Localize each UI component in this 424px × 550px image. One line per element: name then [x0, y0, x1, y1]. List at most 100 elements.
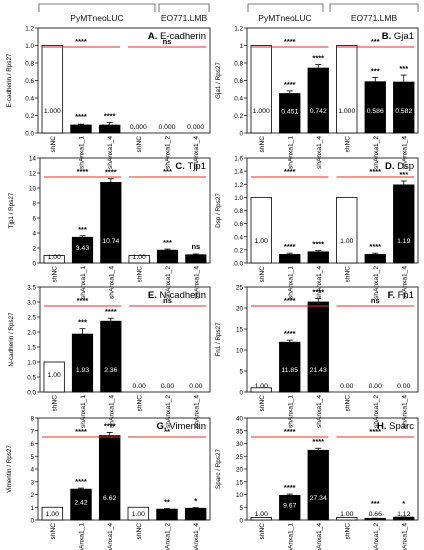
data-label: 1.12 [397, 511, 410, 518]
significance-label: *** [163, 238, 172, 247]
chart-panel-d: 0.0 0.2 0.4 0.6 0.8 1.0 1.2 1.4 1.6 Dsp / Rps27 D.… [215, 156, 419, 299]
y-tick-label: 0 [32, 261, 36, 268]
bar [41, 506, 64, 521]
plot-frame [246, 27, 419, 134]
x-tick-label: shAnxa1_4 [316, 266, 323, 299]
bar [43, 361, 65, 393]
y-tick-label: 0.4 [234, 234, 243, 241]
chart-panels: 0.00.20.40.60.81.01.2E-cadherin / Rps27A… [6, 26, 419, 550]
y-tick-label: 2 [32, 246, 36, 253]
data-label: 1.000 [44, 108, 61, 115]
data-label: 27.34 [310, 495, 327, 502]
x-tick-label: shAnxa1_4 [108, 395, 115, 428]
y-tick-label: 4 [32, 231, 36, 238]
x-tick-label: shAnxa1_1 [287, 523, 294, 550]
data-label: 0.090 [101, 124, 118, 131]
x-tick-label: shAnxa1_4 [401, 136, 408, 169]
y-tick-label: 0 [239, 131, 243, 138]
data-label: 1.00 [340, 238, 353, 245]
x-tick-label: shAnxa1_4 [108, 266, 115, 299]
data-label: 0.92 [189, 511, 202, 518]
significance-label: **** [312, 437, 324, 446]
panel-letter: B [382, 31, 389, 42]
y-tick-label: 15 [236, 327, 244, 334]
x-tick-label: shAnxa1_1 [79, 523, 86, 550]
y-tick-label: 1.2 [25, 26, 34, 33]
panel-letter-dot: . [392, 161, 397, 172]
comparison-significance: **** [369, 167, 381, 176]
y-tick-label: 1 [239, 43, 243, 50]
data-label: 0.17 [312, 254, 325, 261]
y-tick-label: 0.6 [25, 78, 34, 85]
x-tick-label: shNC [344, 523, 351, 540]
comparison-significance: ns [371, 296, 380, 305]
x-tick-label: shAnxa1_2 [373, 395, 380, 428]
panel-gene-name: N-cadherin [160, 290, 206, 301]
y-tick-label: 2 [30, 492, 34, 499]
significance-label: **** [105, 168, 117, 177]
plot-frame [39, 286, 211, 393]
data-label: 1.00 [48, 254, 61, 261]
y-axis-label: Tjp1 / Rps27 [8, 192, 15, 228]
comparison-significance: *** [371, 37, 380, 46]
y-tick-label: 5 [239, 369, 243, 376]
panel-title: E. N-cadherin [148, 290, 206, 301]
data-label: 1.00 [133, 254, 146, 261]
y-axis-label: Fn1 / Rps27 [215, 322, 222, 357]
data-label: 1.000 [253, 108, 270, 115]
x-tick-label: shAnxa1_2 [373, 136, 380, 169]
panel-gene-name: E-cadherin [160, 31, 206, 42]
panel-letter-dot: . [164, 421, 169, 432]
y-tick-label: 30 [236, 441, 244, 448]
data-label: 9.67 [283, 503, 296, 510]
y-tick-label: 1.6 [234, 156, 243, 163]
significance-label: **** [312, 288, 324, 297]
x-tick-label: shAnxa1_4 [401, 523, 408, 550]
bar [41, 45, 64, 134]
x-tick-label: shNC [52, 266, 59, 283]
panel-title: G. Vimentin [157, 421, 206, 432]
y-tick-label: 1.0 [234, 195, 243, 202]
y-tick-label: 0.6 [234, 78, 243, 85]
panel-letter: D [385, 161, 392, 172]
panel-title: H. Sparc [377, 421, 414, 432]
data-label: 0.00 [369, 383, 382, 390]
y-tick-label: 20 [236, 467, 244, 474]
y-tick-label: 3.5 [27, 285, 36, 292]
y-tick-label: 15 [236, 479, 244, 486]
comparison-significance: **** [77, 296, 89, 305]
data-label: 0.00 [189, 383, 202, 390]
panel-gene-name: Dsp [397, 161, 414, 172]
x-tick-label: shNC [137, 395, 144, 412]
bar [336, 196, 358, 264]
comparison-significance: **** [284, 427, 296, 436]
significance-label: **** [75, 477, 87, 486]
y-tick-label: 0 [239, 390, 243, 397]
y-axis-label: E-cadherin / Rps27 [6, 53, 13, 107]
x-tick-label: shAnxa1_1 [287, 266, 294, 299]
data-label: 0.091 [72, 124, 89, 131]
data-label: 21.43 [310, 367, 327, 374]
x-tick-label: shAnxa1_2 [165, 523, 172, 550]
data-label: 0.66 [369, 511, 382, 518]
significance-label: **** [104, 112, 116, 121]
data-label: 10.74 [102, 238, 119, 245]
data-label: 11.85 [281, 367, 298, 374]
data-label: 0.451 [281, 108, 298, 115]
bar [336, 517, 358, 521]
panel-letter-dot: . [392, 290, 397, 301]
data-label: 1.19 [397, 238, 410, 245]
y-tick-label: 0.5 [27, 375, 36, 382]
y-tick-label: 0.8 [234, 208, 243, 215]
data-label: 1.00 [340, 511, 353, 518]
panel-letter-dot: . [389, 31, 394, 42]
data-label: 0.000 [130, 124, 147, 131]
y-tick-label: 14 [29, 156, 37, 163]
panel-letter: A [148, 31, 155, 42]
panel-title: F. Fn1 [388, 290, 414, 301]
panel-gene-name: Gja1 [394, 31, 414, 42]
x-tick-label: shAnxa1_4 [401, 395, 408, 428]
panel-letter-dot: . [182, 161, 187, 172]
data-label: 0.000 [158, 124, 175, 131]
panel-gene-name: Tjp1 [188, 161, 206, 172]
